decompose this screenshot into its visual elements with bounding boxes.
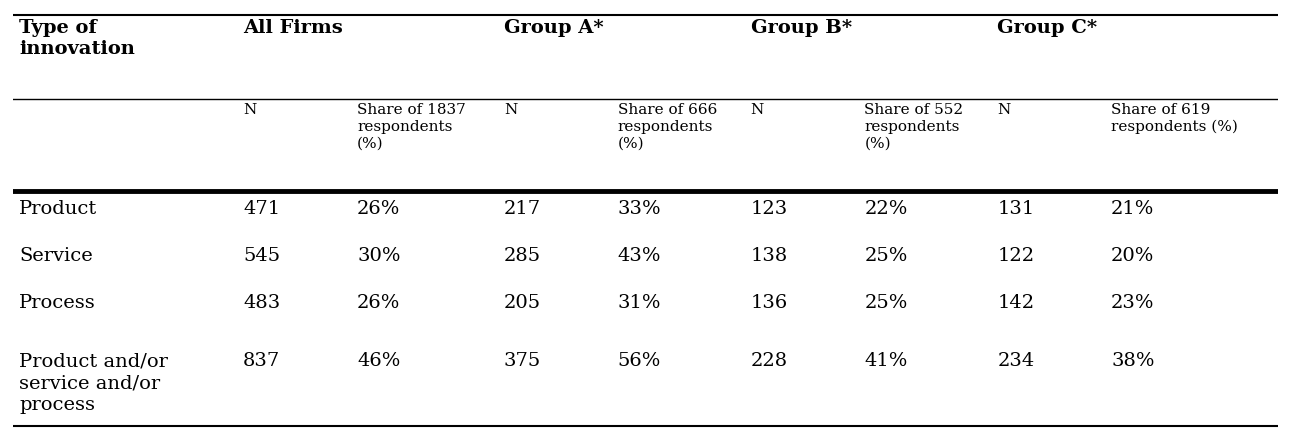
Text: Share of 666
respondents
(%): Share of 666 respondents (%) <box>617 103 717 151</box>
Text: Product and/or
service and/or
process: Product and/or service and/or process <box>19 352 168 414</box>
Text: 20%: 20% <box>1112 247 1154 265</box>
Text: Product: Product <box>19 200 98 218</box>
Text: 22%: 22% <box>865 200 908 218</box>
Text: Type of
innovation: Type of innovation <box>19 19 136 58</box>
Text: 205: 205 <box>503 294 541 312</box>
Text: 136: 136 <box>750 294 788 312</box>
Text: 26%: 26% <box>358 200 400 218</box>
Text: 228: 228 <box>750 352 788 370</box>
Text: Group C*: Group C* <box>997 19 1097 37</box>
Text: 56%: 56% <box>617 352 661 370</box>
Text: 23%: 23% <box>1112 294 1154 312</box>
Text: 545: 545 <box>243 247 280 265</box>
Text: Share of 552
respondents
(%): Share of 552 respondents (%) <box>865 103 963 151</box>
Text: 285: 285 <box>503 247 541 265</box>
Text: N: N <box>503 103 518 117</box>
Text: 38%: 38% <box>1112 352 1154 370</box>
Text: 375: 375 <box>503 352 541 370</box>
Text: 131: 131 <box>997 200 1034 218</box>
Text: 122: 122 <box>997 247 1034 265</box>
Text: 30%: 30% <box>358 247 400 265</box>
Text: N: N <box>750 103 764 117</box>
Text: Process: Process <box>19 294 96 312</box>
Text: Service: Service <box>19 247 93 265</box>
Text: 21%: 21% <box>1112 200 1154 218</box>
Text: 138: 138 <box>750 247 788 265</box>
Text: 33%: 33% <box>617 200 661 218</box>
Text: 43%: 43% <box>617 247 661 265</box>
Text: 25%: 25% <box>865 294 908 312</box>
Text: 46%: 46% <box>358 352 400 370</box>
Text: All Firms: All Firms <box>243 19 343 37</box>
Text: 26%: 26% <box>358 294 400 312</box>
Text: Group A*: Group A* <box>503 19 603 37</box>
Text: Share of 619
respondents (%): Share of 619 respondents (%) <box>1112 103 1238 134</box>
Text: 41%: 41% <box>865 352 908 370</box>
Text: 483: 483 <box>243 294 280 312</box>
Text: 471: 471 <box>243 200 280 218</box>
Text: 234: 234 <box>997 352 1034 370</box>
Text: Share of 1837
respondents
(%): Share of 1837 respondents (%) <box>358 103 466 151</box>
Text: 123: 123 <box>750 200 788 218</box>
Text: 25%: 25% <box>865 247 908 265</box>
Text: 837: 837 <box>243 352 280 370</box>
Text: N: N <box>243 103 257 117</box>
Text: Group B*: Group B* <box>750 19 852 37</box>
Text: 31%: 31% <box>617 294 661 312</box>
Text: 217: 217 <box>503 200 541 218</box>
Text: 142: 142 <box>997 294 1034 312</box>
Text: N: N <box>997 103 1011 117</box>
